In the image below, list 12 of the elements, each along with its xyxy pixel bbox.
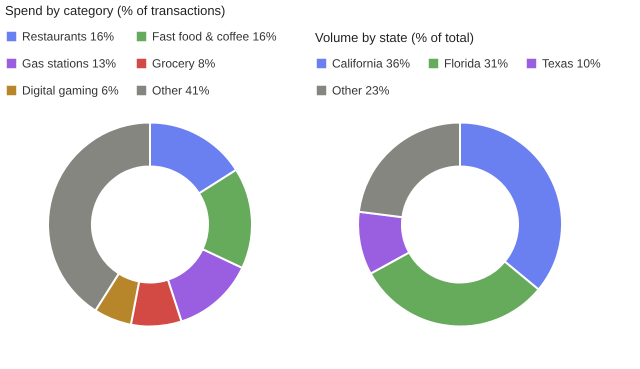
- legend-label: Florida 31%: [444, 56, 508, 71]
- legend-label: Other 23%: [332, 84, 390, 98]
- chart-title: Volume by state (% of total): [315, 30, 474, 45]
- legend-label: Restaurants 16%: [22, 30, 114, 44]
- legend-label: Grocery 8%: [152, 56, 216, 70]
- chart-title: Spend by category (% of transactions): [5, 3, 226, 18]
- legend-label: California 36%: [332, 56, 410, 71]
- legend-label: Fast food & coffee 16%: [152, 30, 277, 44]
- legend-label: Other 41%: [152, 84, 210, 98]
- legend-label: Texas 10%: [542, 56, 602, 71]
- legend-label: Digital gaming 6%: [22, 84, 120, 98]
- legend-label: Gas stations 13%: [22, 56, 116, 70]
